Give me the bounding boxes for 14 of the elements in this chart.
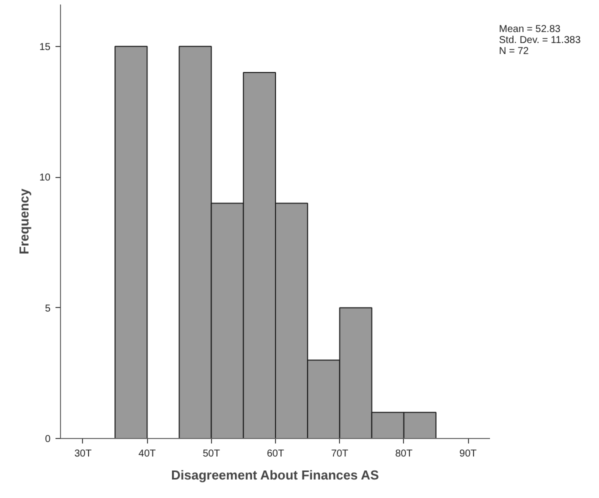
x-tick-label: 50T bbox=[202, 448, 220, 460]
x-tick-label: 30T bbox=[74, 448, 92, 460]
x-tick-label: 90T bbox=[459, 448, 477, 460]
x-tick-label: 60T bbox=[266, 448, 284, 460]
x-tick-label: 40T bbox=[138, 448, 156, 460]
x-tick-label: 70T bbox=[331, 448, 348, 460]
x-tick-label: 80T bbox=[395, 448, 412, 460]
y-tick-label: 15 bbox=[39, 42, 51, 53]
y-tick-label: 0 bbox=[44, 434, 51, 445]
y-axis-title: Frequency bbox=[16, 188, 32, 254]
x-axis-title: Disagreement About Finances AS bbox=[171, 468, 380, 482]
text: Mean = 52.83 Std. Dev. = 11.383 N = 72 bbox=[499, 24, 581, 57]
y-tick-label: 5 bbox=[44, 303, 51, 314]
y-tick-label: 10 bbox=[39, 172, 51, 184]
